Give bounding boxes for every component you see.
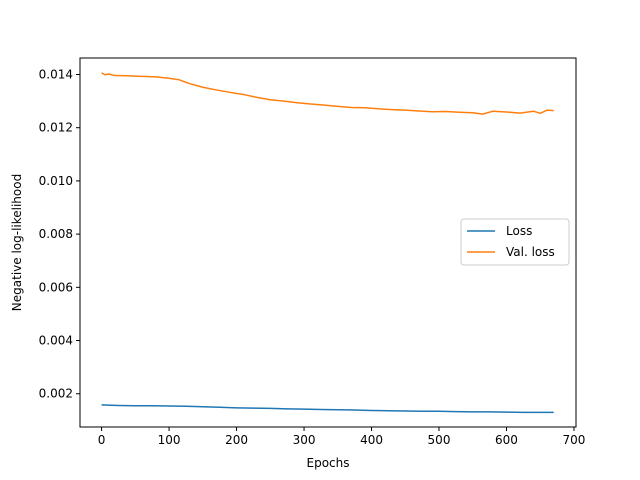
x-tick-label: 300 xyxy=(293,433,316,447)
y-tick-label: 0.012 xyxy=(39,121,73,135)
x-tick-label: 500 xyxy=(428,433,451,447)
series-line-val-loss xyxy=(101,72,554,115)
y-tick-label: 0.002 xyxy=(39,387,73,401)
x-tick-label: 200 xyxy=(225,433,248,447)
x-tick-label: 400 xyxy=(360,433,383,447)
x-axis: 0 100 200 300 400 500 600 700 xyxy=(98,427,586,447)
legend: Loss Val. loss xyxy=(460,218,570,266)
x-axis-label: Epochs xyxy=(307,456,350,470)
legend-label: Loss xyxy=(506,224,532,238)
y-axis-label: Negative log-likelihood xyxy=(10,174,24,311)
x-tick-label: 0 xyxy=(98,433,106,447)
y-tick-label: 0.004 xyxy=(39,334,73,348)
series-line-loss xyxy=(101,404,554,414)
y-tick-label: 0.008 xyxy=(39,227,73,241)
plot-area xyxy=(79,57,577,428)
y-tick-label: 0.014 xyxy=(39,67,73,81)
x-tick-label: 700 xyxy=(563,433,586,447)
y-tick-label: 0.010 xyxy=(39,174,73,188)
y-axis: 0.002 0.004 0.006 0.008 0.010 0.012 0.014 xyxy=(39,67,80,401)
x-tick-label: 100 xyxy=(158,433,181,447)
x-tick-label: 600 xyxy=(495,433,518,447)
axes-frame xyxy=(79,57,577,428)
y-tick-label: 0.006 xyxy=(39,280,73,294)
legend-label: Val. loss xyxy=(506,245,555,259)
series-layer xyxy=(101,72,554,414)
